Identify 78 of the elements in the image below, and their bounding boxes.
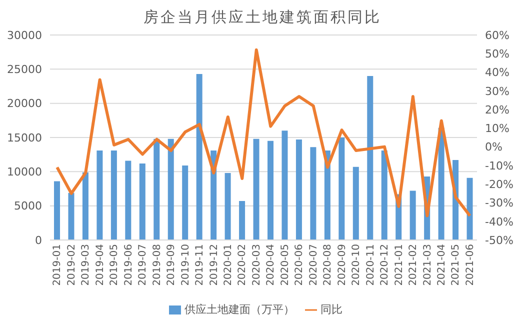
y-tick-label: 15000: [7, 131, 42, 144]
y-tick-label: 25000: [7, 63, 42, 76]
x-tick-label: 2019-08: [152, 244, 163, 286]
x-tick-label: 2021-04: [436, 244, 448, 286]
y-tick-label: 0: [35, 234, 42, 247]
y2-tick-label: 60%: [485, 28, 510, 42]
y2-tick-label: 0%: [485, 140, 502, 154]
bar: [239, 201, 246, 240]
y2-tick-label: 10%: [485, 122, 510, 136]
bar: [154, 138, 160, 240]
bar: [296, 140, 302, 240]
bar: [268, 140, 274, 240]
x-tick-label: 2020-11: [365, 244, 376, 286]
x-tick-label: 2019-04: [94, 244, 106, 286]
x-tick-label: 2020-03: [251, 244, 262, 286]
x-tick-label: 2019-11: [194, 244, 206, 286]
x-tick-label: 2019-12: [208, 244, 220, 286]
bar: [381, 150, 388, 240]
y2-tick-label: -50%: [485, 234, 514, 247]
x-tick-label: 2019-02: [66, 244, 78, 286]
x-tick-label: 2020-04: [266, 244, 277, 286]
y-tick-label: 5000: [14, 200, 42, 213]
chart-title: 房企当月供应土地建筑面积同比: [142, 8, 382, 27]
bar: [438, 128, 444, 240]
y2-tick-label: -10%: [485, 159, 514, 172]
y2-tick-label: 20%: [485, 103, 510, 116]
y2-tick-label: -30%: [485, 196, 514, 210]
x-tick-label: 2020-02: [237, 244, 248, 286]
x-tick-label: 2021-05: [450, 244, 462, 286]
bar: [410, 190, 416, 240]
bar: [224, 173, 231, 240]
y-tick-label: 10000: [7, 166, 42, 179]
x-tick-label: 2019-03: [80, 244, 92, 286]
x-tick-label: 2020-06: [294, 244, 306, 286]
y2-tick-label: 40%: [485, 66, 510, 80]
x-tick-label: 2019-01: [52, 244, 64, 286]
y2-tick-label: 50%: [485, 48, 510, 61]
bar: [168, 138, 174, 240]
bar: [367, 76, 374, 240]
bar: [139, 163, 146, 240]
bar: [196, 74, 202, 240]
x-tick-label: 2020-08: [322, 244, 334, 286]
x-tick-label: 2020-12: [380, 244, 391, 286]
bar: [54, 181, 60, 240]
bar: [310, 147, 316, 240]
bar: [110, 150, 117, 240]
x-tick-label: 2019-09: [166, 244, 178, 286]
bar: [338, 138, 345, 240]
x-tick-label: 2021-06: [464, 244, 476, 286]
x-tick-label: 2021-01: [394, 244, 405, 286]
bar: [82, 172, 88, 240]
bar: [96, 150, 103, 240]
y2-tick-label: 30%: [485, 84, 510, 98]
bar: [466, 178, 473, 240]
bar: [125, 160, 132, 240]
x-tick-label: 2020-09: [336, 244, 348, 286]
x-tick-label: 2020-07: [308, 244, 320, 286]
x-tick-label: 2019-06: [123, 244, 134, 286]
y2-tick-label: -20%: [485, 178, 514, 191]
legend-label: 供应土地建面（万平）: [184, 303, 294, 316]
legend-label: 同比: [320, 303, 342, 316]
bar: [68, 192, 74, 240]
y-tick-label: 20000: [7, 97, 42, 110]
x-tick-label: 2021-03: [422, 244, 434, 286]
y2-tick-label: -40%: [485, 215, 514, 228]
x-tick-label: 2019-07: [138, 244, 149, 286]
line-series: [56, 48, 472, 218]
y-tick-label: 30000: [7, 28, 42, 42]
x-tick-label: 2021-02: [408, 244, 420, 286]
x-tick-label: 2020-05: [280, 244, 291, 286]
bar: [352, 166, 359, 240]
bar: [182, 166, 188, 240]
bar: [253, 138, 260, 240]
x-tick-label: 2020-10: [351, 244, 362, 286]
x-tick-label: 2020-01: [223, 244, 234, 286]
bar: [282, 130, 288, 240]
x-tick-label: 2019-10: [180, 244, 192, 286]
x-tick-label: 2019-05: [109, 244, 120, 286]
